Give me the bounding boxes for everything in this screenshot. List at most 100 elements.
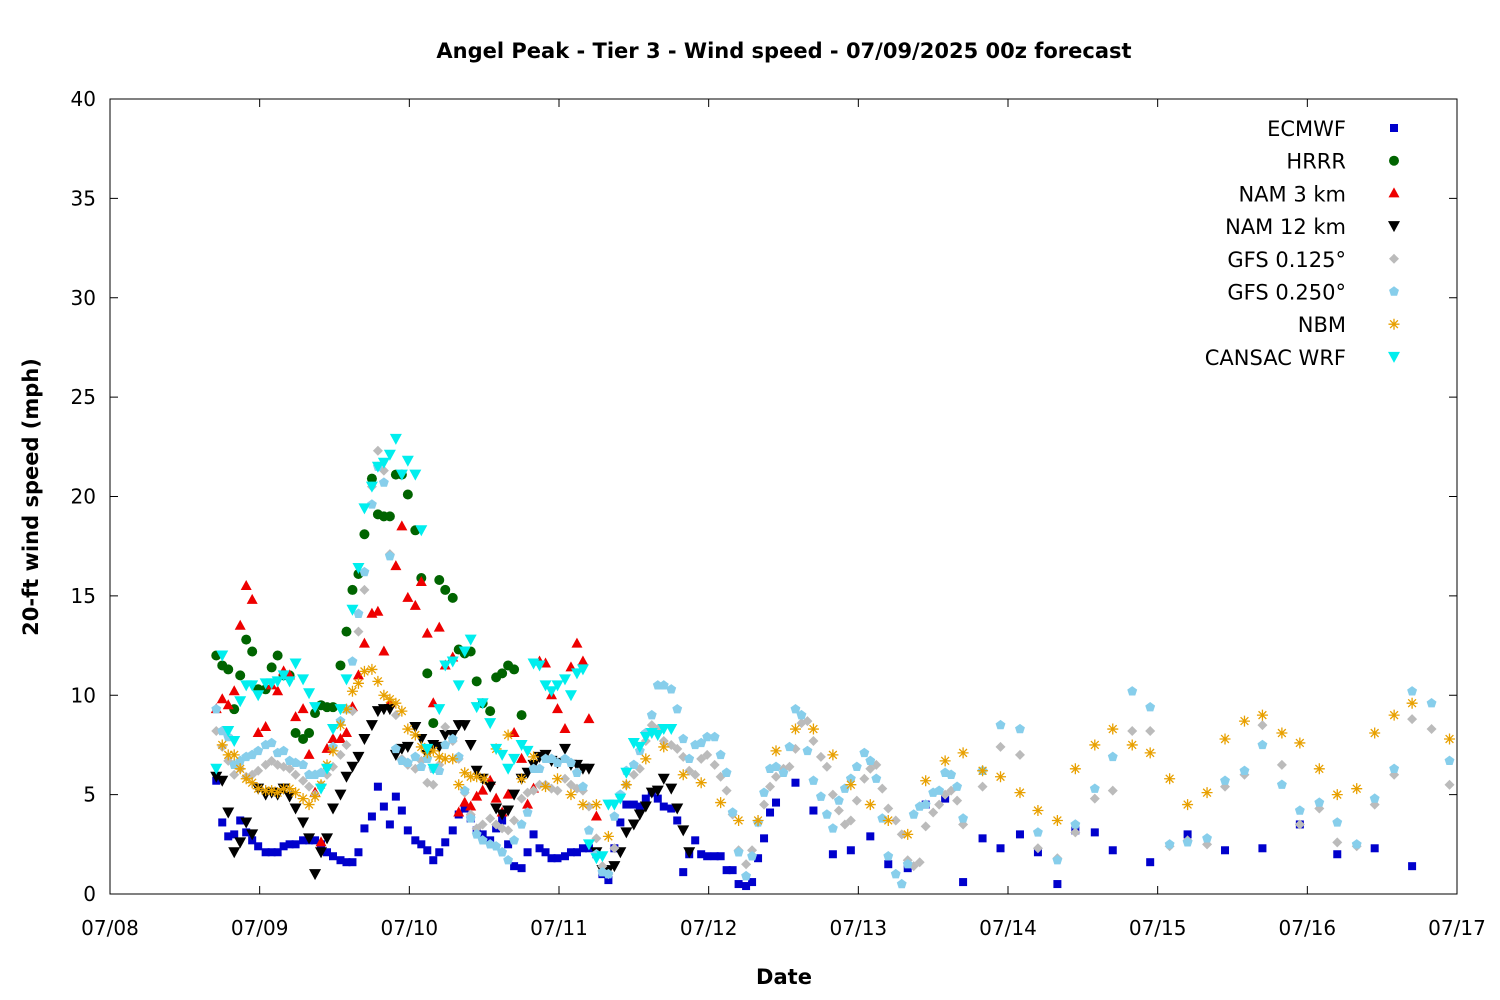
data-point-nam-12-km bbox=[415, 733, 428, 745]
data-point-nbm bbox=[590, 799, 602, 811]
data-point-nam-3-km bbox=[390, 560, 402, 571]
y-axis: 0 5 10 15 20 25 30 35 40 bbox=[71, 87, 1457, 906]
data-point-cansac-wrf bbox=[340, 674, 353, 686]
data-point-gfs-0-250 bbox=[347, 656, 358, 666]
data-point-gfs-0-125 bbox=[759, 799, 770, 810]
data-point-nbm bbox=[216, 739, 228, 751]
data-point-ecmwf bbox=[535, 844, 544, 853]
legend-marker-gfs-0-125 bbox=[1389, 253, 1399, 264]
data-point-gfs-0-250 bbox=[278, 745, 289, 756]
data-point-cansac-wrf bbox=[452, 680, 465, 692]
data-point-nbm bbox=[977, 765, 989, 777]
data-point-gfs-0-250 bbox=[808, 775, 819, 785]
data-point-nbm bbox=[453, 779, 465, 791]
data-point-nbm bbox=[447, 753, 459, 765]
data-point-nam-3-km bbox=[459, 796, 471, 807]
data-point-gfs-0-125 bbox=[1032, 843, 1043, 854]
data-point-cansac-wrf bbox=[389, 433, 402, 445]
data-point-gfs-0-125 bbox=[690, 769, 701, 780]
data-point-gfs-0-250 bbox=[1276, 779, 1287, 789]
data-point-gfs-0-125 bbox=[920, 821, 931, 832]
data-point-cansac-wrf bbox=[433, 704, 446, 716]
data-point-nam-12-km bbox=[627, 819, 640, 831]
data-point-ecmwf bbox=[291, 840, 300, 849]
data-point-ecmwf bbox=[1015, 830, 1024, 839]
data-point-nbm bbox=[1107, 723, 1119, 735]
data-point-gfs-0-125 bbox=[808, 735, 819, 746]
data-point-gfs-0-250 bbox=[821, 809, 832, 819]
data-point-gfs-0-250 bbox=[678, 733, 689, 744]
data-point-nam-3-km bbox=[372, 605, 384, 616]
data-point-nam-12-km bbox=[508, 789, 521, 801]
data-point-nbm bbox=[384, 693, 396, 705]
data-point-ecmwf bbox=[766, 808, 775, 817]
data-point-gfs-0-125 bbox=[516, 793, 527, 804]
data-point-nam-3-km bbox=[352, 669, 364, 680]
data-point-nam-12-km bbox=[502, 805, 515, 817]
data-point-ecmwf bbox=[1053, 880, 1062, 889]
data-point-ecmwf bbox=[423, 846, 432, 855]
data-point-nbm bbox=[864, 799, 876, 811]
data-point-gfs-0-250 bbox=[747, 851, 758, 861]
data-point-hrrr bbox=[241, 634, 252, 645]
data-point-gfs-0-250 bbox=[416, 761, 427, 772]
data-point-cansac-wrf bbox=[352, 563, 365, 575]
data-point-nam-12-km bbox=[671, 803, 684, 815]
y-tick-label: 30 bbox=[71, 286, 96, 310]
data-point-nbm bbox=[640, 753, 652, 765]
data-point-gfs-0-125 bbox=[597, 861, 608, 872]
data-point-cansac-wrf bbox=[309, 702, 322, 714]
data-point-gfs-0-250 bbox=[1032, 827, 1043, 837]
data-point-gfs-0-125 bbox=[833, 805, 844, 816]
data-point-ecmwf bbox=[1408, 862, 1417, 871]
data-point-nbm bbox=[1201, 787, 1213, 799]
data-point-gfs-0-125 bbox=[914, 857, 925, 868]
data-point-nbm bbox=[396, 705, 408, 717]
data-point-gfs-0-250 bbox=[1444, 755, 1455, 766]
data-point-nam-3-km bbox=[559, 723, 571, 734]
data-point-hrrr bbox=[447, 592, 458, 603]
data-point-ecmwf bbox=[411, 836, 420, 845]
series-cansac-wrf bbox=[210, 433, 678, 865]
data-point-ecmwf bbox=[641, 794, 650, 803]
data-point-cansac-wrf bbox=[439, 660, 452, 672]
legend-marker-nbm bbox=[1388, 318, 1400, 330]
data-point-nbm bbox=[327, 745, 339, 757]
data-point-cansac-wrf bbox=[521, 745, 534, 757]
data-point-nam-12-km bbox=[409, 722, 422, 734]
data-point-gfs-0-250 bbox=[578, 781, 588, 791]
data-point-nbm bbox=[366, 663, 378, 675]
data-point-cansac-wrf bbox=[484, 718, 497, 730]
legend-marker-gfs-0-250 bbox=[1389, 286, 1399, 296]
data-point-nam-3-km bbox=[571, 637, 583, 648]
data-point-nam-3-km bbox=[222, 699, 234, 710]
data-point-gfs-0-250 bbox=[1220, 775, 1230, 785]
legend-label: NAM 3 km bbox=[1238, 182, 1346, 206]
data-point-nbm bbox=[478, 773, 490, 785]
data-point-ecmwf bbox=[379, 802, 388, 811]
data-point-cansac-wrf bbox=[470, 702, 483, 714]
data-point-gfs-0-125 bbox=[428, 779, 439, 790]
data-point-nbm bbox=[920, 775, 932, 787]
data-point-ecmwf bbox=[635, 802, 644, 811]
data-point-gfs-0-125 bbox=[359, 584, 370, 595]
data-point-gfs-0-250 bbox=[471, 829, 482, 839]
data-point-cansac-wrf bbox=[665, 724, 678, 736]
data-point-nam-12-km bbox=[216, 775, 229, 787]
data-point-nbm bbox=[1089, 739, 1101, 751]
data-point-nbm bbox=[439, 753, 451, 765]
data-point-gfs-0-250 bbox=[534, 763, 545, 773]
data-point-gfs-0-125 bbox=[934, 799, 945, 810]
data-point-hrrr bbox=[440, 584, 451, 595]
data-point-gfs-0-125 bbox=[528, 785, 539, 796]
data-point-nbm bbox=[372, 675, 384, 687]
data-point-nbm bbox=[471, 771, 483, 783]
data-point-gfs-0-250 bbox=[1107, 751, 1118, 762]
data-point-ecmwf bbox=[397, 806, 406, 815]
data-point-nam-12-km bbox=[210, 771, 223, 783]
data-point-nam-3-km bbox=[552, 703, 564, 714]
data-point-gfs-0-250 bbox=[946, 769, 957, 779]
data-point-gfs-0-250 bbox=[497, 847, 508, 857]
data-point-ecmwf bbox=[667, 804, 676, 813]
